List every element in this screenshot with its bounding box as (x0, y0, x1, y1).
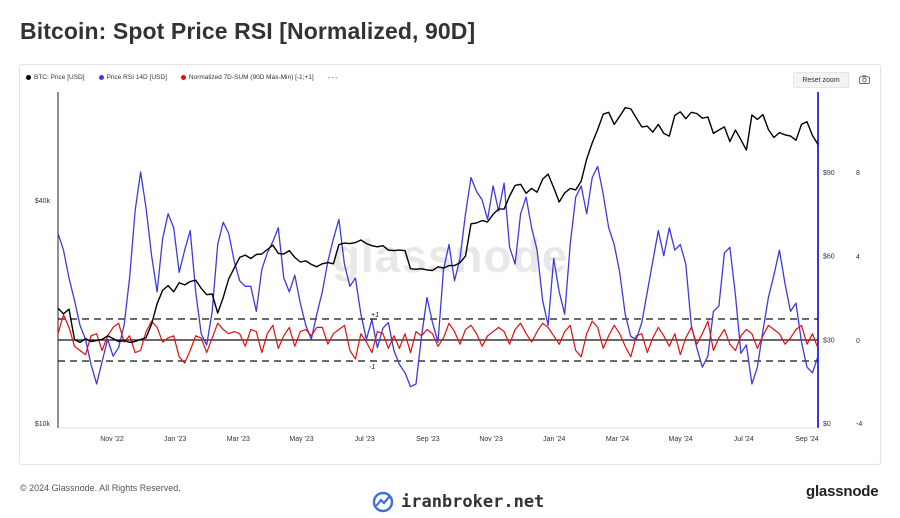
reset-zoom-button[interactable]: Reset zoom (793, 72, 849, 88)
x-tick-label: Jul '23 (355, 436, 375, 443)
price-tick-label: $40k (35, 198, 51, 205)
x-tick-label: Sep '23 (416, 436, 440, 443)
x-tick-label: Mar '24 (606, 436, 629, 443)
rsi-tick-label: $60 (823, 254, 835, 261)
x-tick-label: Jan '23 (164, 436, 186, 443)
x-tick-label: Nov '23 (479, 436, 503, 443)
normalized-tick-label: 8 (856, 170, 860, 177)
chart-series (57, 107, 819, 388)
legend-label-btc-price: BTC: Price [USD] (34, 74, 85, 81)
rsi-tick-label: $0 (823, 421, 831, 428)
x-tick-label: May '23 (289, 436, 313, 443)
x-tick-label: Sep '24 (795, 436, 819, 443)
x-tick-label: Nov '22 (100, 436, 124, 443)
threshold-label-plus-one: +1 (371, 312, 379, 319)
normalized-tick-label: 0 (856, 338, 860, 345)
legend-label-rsi: Price RSI 14D [USD] (106, 74, 167, 81)
x-tick-label: Jan '24 (543, 436, 565, 443)
x-tick-label: Jul '24 (734, 436, 754, 443)
legend-more-toggle[interactable]: --- (327, 73, 339, 82)
chart-axes (57, 92, 819, 429)
normalized-tick-label: 4 (856, 254, 860, 261)
rsi-series-line (57, 165, 819, 388)
legend-dot-normalized (180, 75, 186, 80)
legend-item-rsi[interactable]: Price RSI 14D [USD] (98, 74, 167, 81)
chart-panel (19, 64, 881, 465)
chart-tick-labels: Nov '22 Jan '23 Mar '23 May '23 Jul '23 Sep '… (35, 170, 863, 443)
legend-item-normalized[interactable]: Normalized 7D-SUM (90D Max-Min) [-1;+1] (180, 74, 314, 81)
x-tick-label: May '24 (668, 436, 692, 443)
x-tick-label: Mar '23 (227, 436, 250, 443)
legend-item-btc-price[interactable]: BTC: Price [USD] (26, 74, 85, 81)
brand-logo: glassnode (806, 483, 879, 500)
camera-icon[interactable] (858, 73, 870, 85)
threshold-label-minus-one: -1 (369, 364, 375, 371)
rsi-tick-label: $30 (823, 337, 835, 344)
chart-legend: BTC: Price [USD] Price RSI 14D [USD] Nor… (26, 73, 339, 82)
normalized-series-line (57, 314, 819, 364)
rsi-tick-label: $90 (823, 170, 835, 177)
iranbroker-logo-icon (372, 491, 394, 513)
legend-dot-rsi (98, 75, 104, 80)
legend-label-normalized: Normalized 7D-SUM (90D Max-Min) [-1;+1] (188, 74, 314, 81)
chart-watermark: glassnode (332, 230, 569, 282)
price-tick-label: $10k (35, 421, 51, 428)
copyright-footer: © 2024 Glassnode. All Rights Reserved. (20, 483, 181, 493)
chart-title: Bitcoin: Spot Price RSI [Normalized, 90D… (20, 18, 476, 44)
legend-dot-btc-price (26, 75, 31, 80)
iranbroker-watermark: iranbroker.net (372, 491, 544, 513)
normalized-tick-label: -4 (856, 421, 862, 428)
btc-price-series-line (57, 107, 819, 344)
iranbroker-text: iranbroker.net (401, 492, 545, 512)
